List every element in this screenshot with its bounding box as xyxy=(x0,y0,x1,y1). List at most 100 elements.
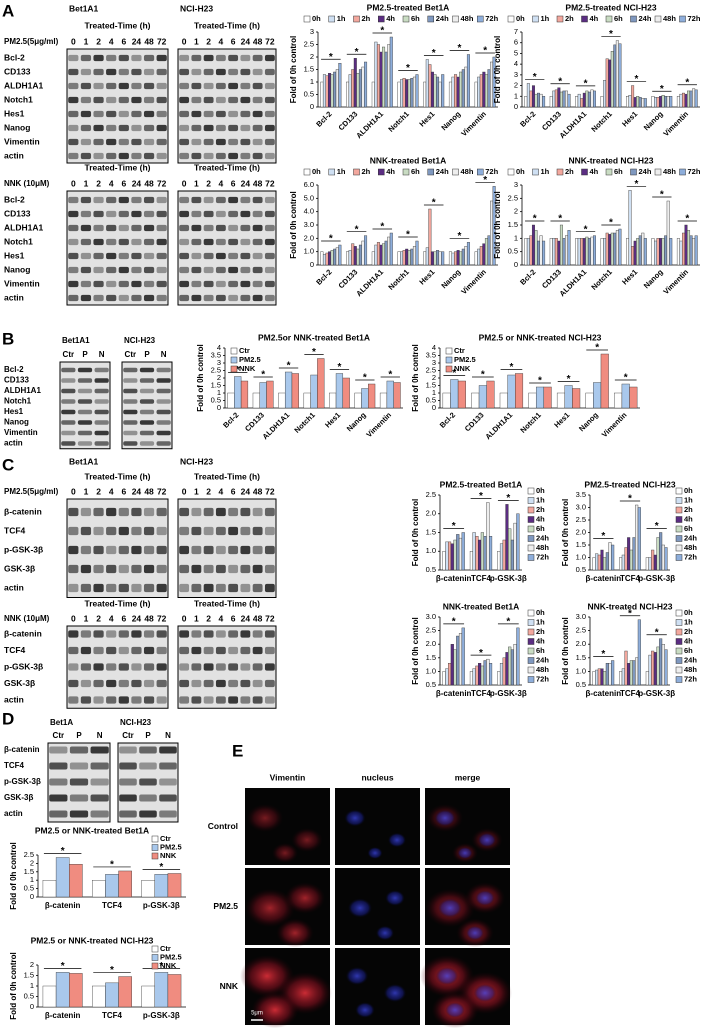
x-tick-label: β-catenin xyxy=(45,901,81,910)
lane-label: 6 xyxy=(231,486,236,496)
significance-mark: * xyxy=(483,46,487,57)
blot-band xyxy=(61,367,76,373)
y-tick-label: 2 xyxy=(217,373,221,382)
bar xyxy=(486,502,490,571)
bar xyxy=(524,96,528,108)
blot-band xyxy=(228,224,239,232)
bar xyxy=(508,646,512,686)
blot-band xyxy=(123,430,138,436)
protein-label: actin xyxy=(4,439,23,448)
blot-band xyxy=(264,68,275,76)
blot-band xyxy=(118,224,129,232)
legend-swatch xyxy=(151,945,159,953)
legend-swatch xyxy=(675,554,683,561)
bar xyxy=(393,382,401,409)
x-tick-label: Hes1 xyxy=(417,267,436,286)
significance-mark: * xyxy=(406,230,410,241)
lane-label: 2 xyxy=(206,486,211,496)
blot-band xyxy=(77,399,93,404)
lane-label: 72 xyxy=(157,613,167,623)
bar xyxy=(450,644,454,686)
blot-band xyxy=(90,762,109,770)
bar xyxy=(310,374,318,409)
blot-band xyxy=(228,679,239,688)
blot-band xyxy=(215,96,226,104)
bar xyxy=(154,972,169,1008)
blot-band xyxy=(119,810,137,818)
blot-band xyxy=(80,110,92,118)
bar xyxy=(325,75,329,108)
blot-band xyxy=(80,96,92,104)
blot-band xyxy=(139,746,157,754)
protein-label: p-GSK-3β xyxy=(4,661,43,671)
significance-mark: * xyxy=(363,373,367,384)
legend-swatch xyxy=(675,487,683,495)
blot-band xyxy=(191,82,202,90)
legend-swatch xyxy=(507,15,515,23)
blot-band xyxy=(252,545,263,555)
y-tick-label: 1 xyxy=(310,77,314,86)
row-label: PM2.5 xyxy=(213,901,238,911)
legend-label: NNK xyxy=(160,961,177,970)
x-tick-label: Bcl-2 xyxy=(221,410,240,429)
blot-band xyxy=(191,564,202,574)
bar xyxy=(502,657,506,686)
blot-band xyxy=(252,54,263,62)
blot-band xyxy=(80,507,92,517)
blot-band xyxy=(215,280,226,288)
bar xyxy=(554,238,558,266)
blot-band xyxy=(131,124,142,132)
blot-band xyxy=(93,124,104,132)
bar xyxy=(497,671,501,686)
blot-band xyxy=(215,110,226,118)
blot-band xyxy=(143,54,155,62)
x-tick-label: ALDH1A1 xyxy=(558,109,589,140)
blot-band xyxy=(90,810,109,818)
blot-band xyxy=(240,545,251,555)
blot-band xyxy=(68,110,79,118)
bar xyxy=(608,663,612,686)
blot-band xyxy=(228,110,239,118)
blot-band xyxy=(252,124,263,132)
legend-swatch xyxy=(679,168,686,176)
blot-band xyxy=(156,124,167,132)
y-tick-label: 0 xyxy=(217,403,221,412)
blot-band xyxy=(156,583,167,593)
blot-band xyxy=(131,545,142,555)
significance-mark: * xyxy=(634,74,638,85)
blot-band xyxy=(264,663,275,671)
blot-band xyxy=(139,778,157,786)
lane-label: 72 xyxy=(265,178,275,188)
legend-label: 1h xyxy=(684,495,693,504)
blot-band xyxy=(179,124,190,132)
blot-band xyxy=(143,545,155,555)
y-tick-label: 1.5 xyxy=(576,653,586,662)
bar xyxy=(348,74,352,108)
blot-band xyxy=(264,507,275,517)
bar xyxy=(624,650,628,686)
significance-mark: * xyxy=(506,493,510,504)
blot-band xyxy=(156,507,167,517)
bar xyxy=(543,386,552,409)
blot-band xyxy=(68,196,79,204)
legend-swatch xyxy=(378,15,385,23)
blot-band xyxy=(159,778,177,786)
bar xyxy=(645,557,649,571)
blot-band xyxy=(159,746,177,754)
x-tick-label: β-catenin xyxy=(45,1011,81,1020)
bar xyxy=(656,97,660,108)
blot-band xyxy=(93,564,104,574)
blot-band xyxy=(228,68,239,76)
bar xyxy=(442,671,446,686)
significance-mark: * xyxy=(558,76,562,87)
x-tick-label: p-GSK-3β xyxy=(638,574,675,583)
y-tick-label: 1.0 xyxy=(576,552,586,561)
legend-swatch xyxy=(378,168,385,176)
scale-bar-label: 5μm xyxy=(251,1011,263,1017)
y-tick-label: 1 xyxy=(514,91,518,100)
blot-band xyxy=(93,630,104,638)
legend-swatch xyxy=(527,544,535,552)
y-axis-label: Fold of 0h control xyxy=(493,36,502,104)
blot-band xyxy=(77,420,93,425)
x-tick-label: ALDH1A1 xyxy=(354,267,385,298)
